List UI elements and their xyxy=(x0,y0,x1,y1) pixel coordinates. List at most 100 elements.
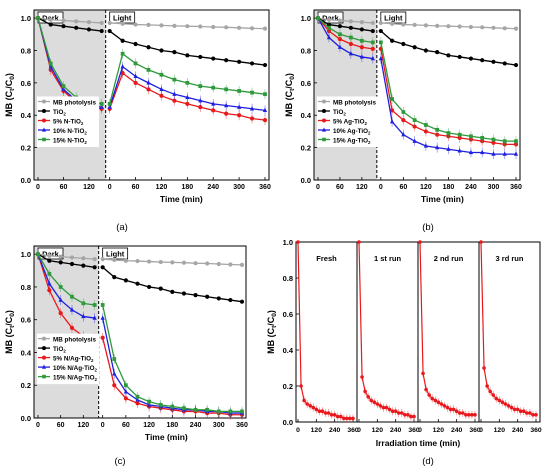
chart-panel-0: DarkLight0.00.20.40.60.81.00601200601201… xyxy=(4,9,271,204)
x-tick-label: 60 xyxy=(336,184,344,191)
data-point xyxy=(525,411,529,415)
data-point xyxy=(42,109,46,113)
data-point xyxy=(464,413,468,417)
data-point xyxy=(305,402,309,406)
data-point xyxy=(427,393,431,397)
x-tick-label: 120 xyxy=(77,422,89,429)
run-label: 2 nd run xyxy=(434,254,464,263)
data-point xyxy=(457,411,462,415)
data-point xyxy=(159,48,164,53)
data-point xyxy=(172,49,177,55)
x-tick-label: 240 xyxy=(451,427,463,434)
data-point xyxy=(224,58,229,63)
x-tick-label: 0 xyxy=(479,427,483,434)
data-point xyxy=(363,389,367,394)
data-point xyxy=(133,41,138,47)
legend-label: 15% N-TiO2 xyxy=(53,138,87,146)
data-point xyxy=(133,80,138,85)
data-point xyxy=(401,41,406,47)
data-point xyxy=(250,90,254,95)
series-line-light xyxy=(109,30,266,66)
data-point xyxy=(509,405,514,410)
data-point xyxy=(228,297,233,303)
y-axis-label: MB (Ct/C0) xyxy=(284,73,296,117)
data-point xyxy=(389,119,395,124)
run-line xyxy=(419,241,475,416)
data-point xyxy=(172,23,177,28)
data-point xyxy=(412,22,417,27)
data-point xyxy=(348,51,353,56)
data-point xyxy=(42,374,46,379)
legend-box xyxy=(317,96,379,147)
legend-label: 10% N/Ag-TiO2 xyxy=(53,365,98,373)
data-point xyxy=(446,24,451,29)
data-point xyxy=(435,23,440,28)
data-point xyxy=(262,107,268,113)
series-line-light xyxy=(102,317,242,414)
y-tick-label: 0.0 xyxy=(283,418,293,427)
data-point xyxy=(135,258,140,264)
data-point xyxy=(491,393,496,397)
run-label: Fresh xyxy=(316,254,337,263)
data-point xyxy=(205,294,210,299)
series-1 xyxy=(315,15,519,68)
data-point xyxy=(381,405,386,410)
legend-label: 5% N-TiO2 xyxy=(53,119,84,127)
data-point xyxy=(170,260,175,265)
data-point xyxy=(500,400,505,405)
data-point xyxy=(296,240,300,244)
data-point xyxy=(378,20,383,26)
data-point xyxy=(442,404,447,408)
y-tick-label: 0.2 xyxy=(283,382,293,391)
data-point xyxy=(360,375,364,379)
x-tick-label: 180 xyxy=(166,422,178,429)
y-tick-label: 0.2 xyxy=(301,144,311,153)
data-point xyxy=(120,21,125,26)
data-point xyxy=(86,27,92,32)
data-point xyxy=(322,118,326,123)
data-point xyxy=(370,20,375,26)
x-tick-label: 360 xyxy=(236,422,248,429)
data-point xyxy=(249,26,255,31)
data-point xyxy=(322,137,326,142)
x-tick-label: 240 xyxy=(329,427,341,434)
run-series-0 xyxy=(296,240,355,423)
data-point xyxy=(433,398,438,403)
data-point xyxy=(491,25,496,30)
legend-label: TiO2 xyxy=(333,109,346,117)
data-point xyxy=(302,398,306,403)
run-label: 3 rd run xyxy=(496,254,524,263)
y-tick-label: 0.6 xyxy=(21,79,31,88)
data-point xyxy=(423,23,428,28)
data-point xyxy=(513,26,519,31)
data-point xyxy=(418,240,422,244)
data-point xyxy=(412,45,417,50)
series-4 xyxy=(316,13,518,147)
data-point xyxy=(370,46,375,51)
panel-label: (b) xyxy=(422,222,434,233)
data-point xyxy=(513,151,519,156)
data-point xyxy=(69,325,75,331)
data-point xyxy=(112,357,117,361)
data-point xyxy=(423,123,428,127)
x-axis-label: Time (min) xyxy=(421,194,464,204)
data-point xyxy=(338,414,343,419)
data-point xyxy=(185,24,190,29)
legend-label: 5% Ag-TiO2 xyxy=(333,119,368,127)
run-line xyxy=(297,241,353,419)
y-tick-label: 0.2 xyxy=(21,144,31,153)
data-point xyxy=(112,371,117,376)
data-point xyxy=(42,336,46,341)
x-tick-label: 0 xyxy=(36,184,40,191)
data-point xyxy=(332,413,337,417)
data-point xyxy=(389,108,395,113)
data-point xyxy=(100,303,105,307)
y-tick-label: 0.8 xyxy=(301,46,311,55)
x-tick-label: 60 xyxy=(60,184,68,191)
x-tick-label: 0 xyxy=(108,184,112,191)
data-point xyxy=(70,294,74,299)
data-point xyxy=(198,84,203,88)
region-label-light: Light xyxy=(109,11,136,24)
data-point xyxy=(485,384,489,388)
x-tick-label: 120 xyxy=(356,184,368,191)
